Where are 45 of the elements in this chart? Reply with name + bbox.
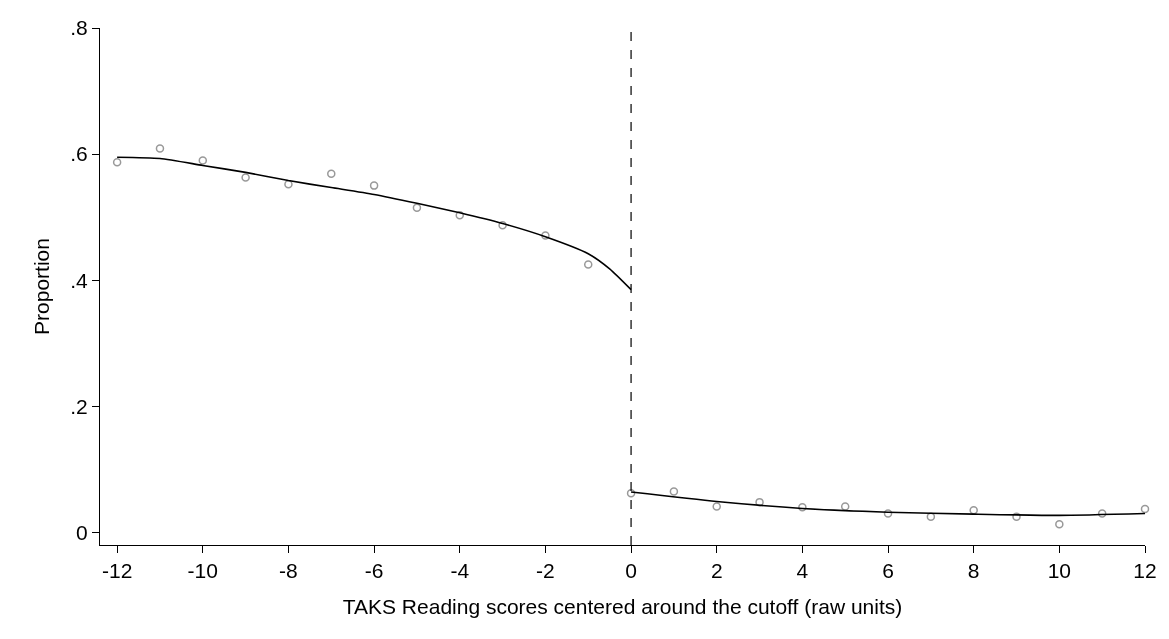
x-tick-label: -10 [187, 559, 218, 583]
point [1055, 519, 1064, 529]
y-tick-label: .6 [70, 142, 88, 166]
point [498, 221, 507, 230]
x-tick-label: -4 [450, 559, 470, 583]
x-tick-label: 8 [967, 559, 980, 583]
x-tick-label: -12 [101, 559, 133, 583]
point [1140, 504, 1150, 514]
point [583, 260, 593, 269]
point [712, 502, 721, 511]
point [155, 144, 165, 153]
x-tick-label: 10 [1047, 559, 1072, 583]
point [798, 502, 807, 512]
point [284, 180, 293, 189]
x-tick-label: 0 [625, 559, 637, 583]
y-axis-title: Proportion [30, 238, 54, 335]
point [1097, 509, 1107, 518]
y-tick-label: .2 [70, 394, 88, 418]
point [840, 502, 850, 511]
point [926, 512, 936, 521]
point [669, 487, 679, 496]
x-tick-label: 4 [796, 559, 809, 583]
y-tick-label: 0 [76, 520, 88, 544]
y-tick-label: .8 [70, 16, 88, 40]
point [541, 231, 550, 240]
point [883, 509, 893, 518]
point [455, 211, 464, 220]
y-tick-label: .4 [70, 268, 89, 292]
point [969, 506, 978, 515]
point [412, 203, 422, 212]
point [1012, 512, 1021, 521]
x-tick-label: -6 [364, 559, 384, 583]
point [369, 181, 379, 190]
x-axis-title: TAKS Reading scores centered around the cutoff (raw units) [342, 595, 903, 619]
x-tick-label: 6 [882, 559, 894, 583]
point [755, 497, 764, 507]
x-tick-label: 2 [710, 559, 723, 583]
point [241, 173, 250, 182]
point [198, 156, 208, 165]
x-tick-label: -2 [536, 559, 555, 583]
point [327, 169, 336, 178]
point [112, 158, 122, 167]
x-tick-label: 12 [1133, 559, 1157, 583]
x-tick-label: -8 [279, 559, 298, 583]
point [626, 489, 636, 498]
